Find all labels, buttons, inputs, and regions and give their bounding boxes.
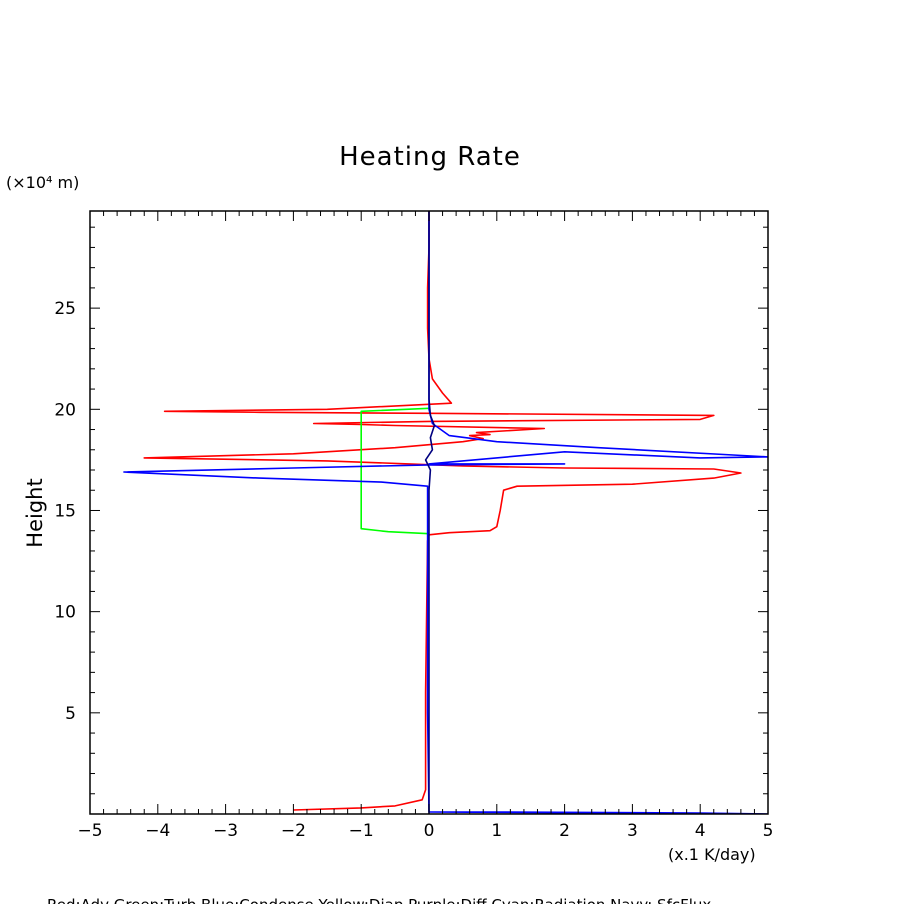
y-tick-label: 15 (54, 501, 76, 521)
series-line-0 (143, 211, 742, 811)
x-tick-label: −1 (349, 821, 374, 841)
y-axis-label: Height (23, 478, 47, 547)
y-unit-label: (×10⁴ m) (6, 173, 79, 192)
series-line-1 (360, 407, 430, 535)
series-line-3 (424, 211, 436, 814)
tick-layer (89, 211, 769, 814)
legend-text: Red:Adv Green:Turb Blue:Condense Yellow:… (47, 896, 711, 904)
x-unit-label: (x.1 K/day) (668, 845, 756, 864)
plot-frame (89, 210, 769, 815)
x-tick-label: −3 (213, 821, 238, 841)
chart-title: Heating Rate (339, 142, 521, 172)
x-tick-label: 3 (627, 821, 638, 841)
series-line-2 (123, 211, 768, 814)
x-tick-label: 0 (424, 821, 435, 841)
x-tick-label: 1 (491, 821, 502, 841)
x-tick-label: −5 (77, 821, 102, 841)
y-tick-label: 5 (65, 704, 76, 724)
series-layer (123, 211, 768, 814)
x-tick-label: 4 (695, 821, 706, 841)
y-tick-label: 25 (54, 299, 76, 319)
tick-label-layer: −5 −4 −3 −2 −1 0 1 2 3 4 5 5 10 15 20 25 (54, 299, 773, 841)
x-tick-label: −4 (145, 821, 170, 841)
x-tick-label: 2 (559, 821, 570, 841)
x-tick-label: 5 (763, 821, 774, 841)
y-tick-label: 10 (54, 603, 76, 623)
y-tick-label: 20 (54, 400, 76, 420)
x-tick-label: −2 (281, 821, 306, 841)
